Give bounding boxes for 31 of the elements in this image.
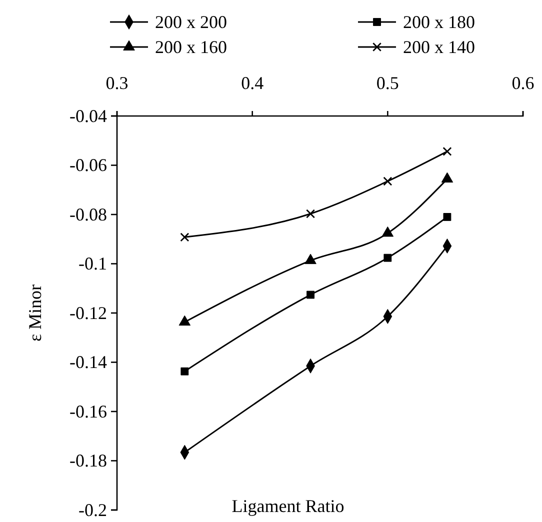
- y-tick-label: -0.18: [70, 450, 107, 471]
- point: [382, 226, 394, 237]
- point: [180, 232, 190, 242]
- y-tick-label: -0.1: [78, 254, 107, 274]
- y-axis-title: ε Minor: [25, 284, 45, 342]
- point: [443, 213, 452, 221]
- legend-label: 200 x 160: [155, 37, 227, 57]
- y-tick-label: -0.2: [78, 500, 107, 520]
- point: [304, 254, 316, 264]
- point: [441, 172, 454, 183]
- x-tick-label: 0.5: [376, 73, 399, 93]
- point: [383, 176, 392, 186]
- point: [306, 290, 314, 299]
- y-tick-label: -0.14: [70, 352, 107, 372]
- legend-label: 200 x 200: [155, 12, 227, 32]
- point: [384, 254, 392, 262]
- legend-label: 200 x 180: [403, 12, 475, 32]
- point: [306, 209, 316, 218]
- y-tick-label: -0.06: [70, 155, 107, 176]
- x-tick-label: 0.4: [241, 73, 264, 93]
- y-tick-label: -0.08: [70, 204, 107, 224]
- y-tick-label: -0.16: [70, 401, 107, 422]
- y-tick-label: -0.12: [70, 302, 107, 323]
- point: [178, 315, 191, 326]
- y-tick-label: -0.04: [70, 106, 107, 126]
- x-tick-label: 0.3: [106, 73, 128, 93]
- x-axis-title: Ligament Ratio: [232, 496, 344, 516]
- point: [180, 367, 189, 376]
- point: [442, 146, 452, 156]
- legend-label: 200 x 140: [403, 37, 475, 57]
- x-tick-label: 0.6: [512, 73, 534, 93]
